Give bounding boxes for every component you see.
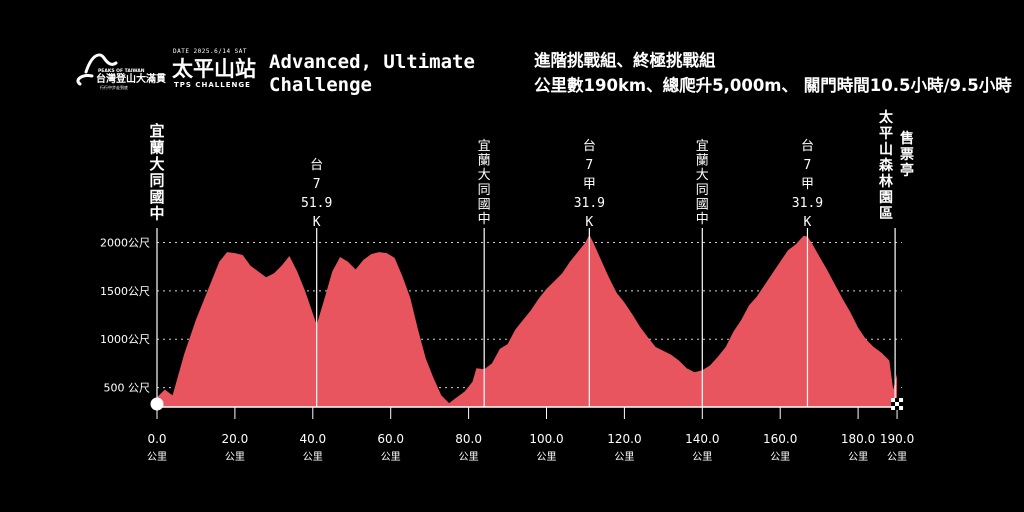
- checkpoint-label: 平: [879, 126, 893, 142]
- x-tick-label: 180.0: [841, 432, 875, 446]
- checkpoint-label: 大: [696, 168, 709, 183]
- checkpoint-label: 7: [313, 177, 321, 192]
- checkpoint-label: 大: [478, 168, 491, 183]
- checkpoint-label: 蘭: [478, 153, 491, 169]
- checkpoint-label: 蘭: [149, 139, 164, 157]
- x-tick-label: 60.0: [377, 432, 404, 446]
- x-tick-unit: 公里: [887, 451, 907, 463]
- start-point-icon: [151, 398, 164, 411]
- finish-flag-square: [891, 402, 895, 406]
- finish-flag-icon: [891, 398, 903, 410]
- checkpoint-label: 51.9: [301, 196, 332, 211]
- checkpoint-label: 台: [583, 139, 596, 154]
- checkpoint-label: K: [313, 215, 321, 230]
- checkpoint-label: 國: [149, 188, 164, 206]
- finish-flag-square: [895, 398, 899, 402]
- finish-flag-square: [899, 406, 903, 410]
- checkpoint-label: 票: [900, 147, 914, 163]
- checkpoint-label: 台: [801, 139, 814, 154]
- checkpoint-label: 園: [879, 190, 893, 206]
- checkpoint-label: 中: [149, 205, 164, 223]
- checkpoint-label: 7: [585, 158, 593, 173]
- checkpoint-label: 宜: [696, 139, 709, 154]
- y-tick-label: 2000公尺: [100, 236, 150, 249]
- checkpoint-label: 林: [879, 173, 893, 190]
- x-tick-unit: 公里: [848, 451, 868, 463]
- checkpoint-label: 甲: [583, 177, 596, 192]
- checkpoint-label: 同: [149, 172, 164, 190]
- x-tick-label: 100.0: [529, 432, 563, 446]
- checkpoint-label: 山: [879, 142, 893, 158]
- y-tick-label: 1500公尺: [100, 285, 150, 298]
- checkpoint-label: 大: [149, 155, 164, 173]
- x-tick-unit: 公里: [770, 451, 790, 463]
- checkpoint-label: 區: [879, 206, 893, 222]
- x-tick-label: 0.0: [147, 432, 166, 446]
- checkpoint-label: 31.9: [574, 196, 605, 211]
- x-tick-unit: 公里: [459, 451, 479, 463]
- x-tick-label: 20.0: [222, 432, 249, 446]
- x-tick-label: 80.0: [455, 432, 482, 446]
- x-tick-label: 40.0: [299, 432, 326, 446]
- checkpoint-label: 蘭: [696, 153, 709, 169]
- finish-flag-square: [891, 406, 895, 410]
- checkpoint-label: 國: [696, 197, 709, 212]
- finish-flag-square: [891, 398, 895, 402]
- checkpoint-label: 31.9: [792, 196, 823, 211]
- finish-flag-square: [895, 406, 899, 410]
- checkpoint-label: 太: [879, 109, 894, 126]
- x-tick-unit: 公里: [381, 451, 401, 463]
- checkpoint-label: 7: [804, 158, 812, 173]
- checkpoint-label: 同: [478, 183, 491, 198]
- checkpoint-label: 亭: [900, 162, 914, 179]
- checkpoint-label: 國: [478, 197, 491, 212]
- checkpoint-label: 台: [310, 158, 323, 173]
- checkpoint-label: 中: [696, 212, 709, 227]
- finish-flag-square: [895, 402, 899, 406]
- checkpoint-label: 中: [478, 212, 491, 227]
- checkpoint-label: 售: [899, 130, 914, 147]
- x-tick-unit: 公里: [692, 451, 712, 463]
- y-tick-label: 1000公尺: [100, 333, 150, 346]
- checkpoint-label: K: [585, 215, 593, 230]
- y-tick-label: 500 公尺: [104, 382, 151, 395]
- finish-flag-square: [899, 402, 903, 406]
- x-tick-unit: 公里: [614, 451, 634, 463]
- x-tick-label: 140.0: [685, 432, 719, 446]
- x-tick-label: 190.0: [880, 432, 914, 446]
- checkpoint-label: 同: [696, 183, 709, 198]
- x-tick-label: 160.0: [763, 432, 797, 446]
- x-tick-unit: 公里: [147, 451, 167, 463]
- elevation-area: [157, 235, 897, 407]
- x-tick-unit: 公里: [537, 451, 557, 463]
- checkpoint-label: 宜: [149, 122, 164, 140]
- checkpoint-label: 宜: [478, 139, 491, 154]
- x-tick-unit: 公里: [303, 451, 323, 463]
- checkpoint-label: 森: [879, 157, 894, 174]
- x-tick-unit: 公里: [225, 451, 245, 463]
- finish-flag-square: [899, 398, 903, 402]
- checkpoint-label: 甲: [801, 177, 814, 192]
- x-tick-label: 120.0: [607, 432, 641, 446]
- checkpoint-label: K: [804, 215, 812, 230]
